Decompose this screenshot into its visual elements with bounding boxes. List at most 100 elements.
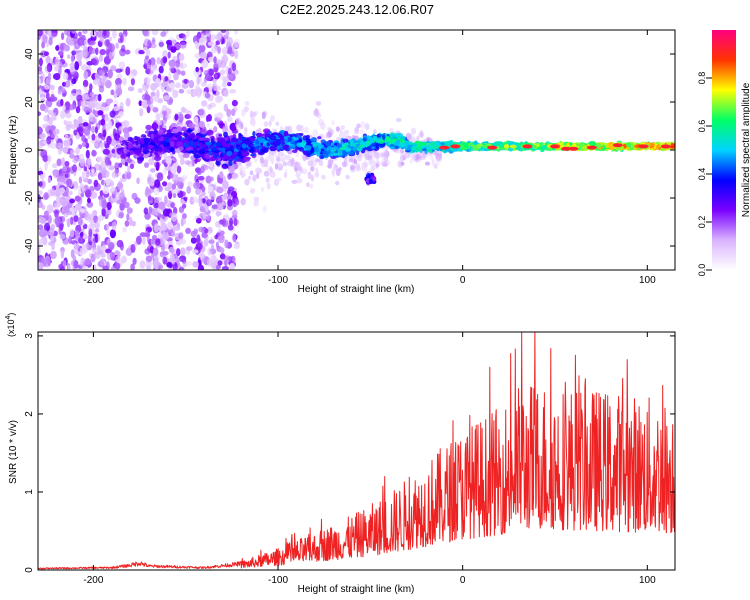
noise-dot — [59, 223, 64, 231]
noise-dot — [221, 62, 226, 69]
noise-dot — [369, 158, 376, 166]
noise-dot — [229, 263, 235, 270]
noise-dot — [237, 162, 242, 167]
noise-dot — [170, 212, 178, 222]
noise-dot — [170, 46, 177, 53]
noise-dot — [76, 89, 82, 95]
noise-dot — [295, 171, 301, 178]
noise-dot — [81, 93, 88, 102]
noise-dot — [172, 162, 180, 168]
noise-dot — [61, 157, 65, 167]
noise-dot — [131, 220, 136, 227]
noise-dot — [138, 49, 145, 55]
noise-dot — [373, 129, 377, 134]
noise-dot — [182, 33, 187, 41]
noise-dot — [68, 40, 76, 47]
noise-dot — [217, 46, 221, 54]
noise-dot — [148, 195, 152, 201]
noise-dot — [205, 115, 210, 122]
noise-dot — [222, 125, 228, 134]
noise-dot — [91, 150, 97, 157]
noise-dot — [174, 113, 179, 121]
noise-dot — [216, 112, 224, 120]
noise-dot — [180, 247, 186, 256]
noise-dot — [38, 66, 43, 72]
noise-dot — [80, 192, 85, 198]
noise-dot — [188, 80, 195, 89]
noise-dot — [144, 94, 151, 102]
noise-dot — [198, 199, 203, 208]
noise-dot — [38, 263, 43, 270]
signal-dot — [305, 134, 310, 140]
noise-dot — [217, 85, 222, 91]
noise-dot — [127, 165, 131, 173]
noise-dot — [150, 43, 157, 49]
noise-dot — [142, 236, 146, 245]
noise-dot — [107, 69, 113, 79]
noise-dot — [180, 238, 187, 245]
noise-dot — [84, 258, 92, 266]
noise-dot — [178, 177, 185, 184]
noise-dot — [103, 30, 107, 37]
noise-dot — [339, 131, 345, 140]
noise-dot — [101, 101, 106, 108]
noise-dot — [316, 112, 322, 119]
noise-dot — [151, 122, 158, 131]
noise-dot — [98, 85, 105, 93]
noise-dot — [185, 227, 192, 234]
noise-dot — [361, 152, 366, 158]
noise-dot — [231, 62, 237, 72]
noise-dot — [410, 153, 417, 161]
noise-dot — [106, 30, 110, 38]
noise-dot — [220, 75, 228, 81]
noise-dot — [82, 265, 89, 270]
noise-dot — [232, 209, 238, 217]
noise-dot — [193, 181, 201, 190]
noise-dot — [154, 77, 161, 87]
noise-dot — [64, 44, 70, 52]
noise-dot — [149, 57, 156, 66]
noise-dot — [184, 78, 188, 84]
noise-dot — [183, 196, 188, 202]
noise-dot — [254, 168, 260, 173]
noise-dot — [158, 201, 166, 210]
noise-dot — [114, 168, 119, 175]
noise-dot — [186, 30, 190, 38]
noise-dot — [60, 265, 65, 270]
noise-dot — [335, 180, 340, 186]
noise-dot — [228, 73, 234, 80]
noise-dot — [265, 177, 270, 183]
noise-dot — [59, 198, 66, 204]
noise-dot — [125, 97, 131, 107]
noise-dot — [431, 159, 435, 166]
noise-dot — [103, 56, 111, 65]
noise-dot — [275, 121, 280, 127]
noise-dot — [213, 56, 217, 64]
noise-dot — [50, 250, 57, 260]
noise-dot — [93, 222, 101, 229]
noise-dot — [55, 142, 62, 148]
noise-dot — [73, 181, 78, 189]
noise-dot — [227, 46, 233, 55]
noise-dot — [164, 243, 169, 249]
noise-dot — [227, 67, 232, 75]
noise-dot — [197, 109, 205, 116]
noise-dot — [91, 247, 97, 254]
noise-dot — [244, 178, 250, 186]
noise-dot — [136, 177, 140, 185]
noise-dot — [123, 201, 130, 209]
noise-dot — [142, 30, 150, 37]
noise-dot — [81, 64, 88, 71]
noise-dot — [282, 161, 287, 167]
noise-dot — [98, 54, 104, 62]
noise-dot — [94, 126, 98, 134]
noise-dot — [62, 81, 66, 87]
noise-dot — [187, 181, 194, 187]
noise-dot — [318, 118, 324, 126]
noise-dot — [104, 113, 109, 122]
noise-dot — [87, 156, 92, 166]
noise-dot — [184, 160, 191, 166]
noise-dot — [132, 257, 137, 265]
noise-dot — [66, 178, 73, 188]
noise-dot — [221, 201, 228, 206]
